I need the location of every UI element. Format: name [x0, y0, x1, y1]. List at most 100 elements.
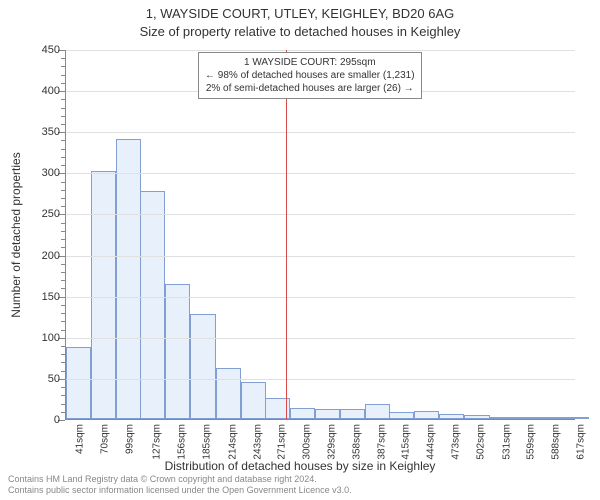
- y-tick-label: 150: [30, 291, 60, 303]
- x-tick-label: 444sqm: [426, 424, 437, 460]
- x-axis-label: Distribution of detached houses by size …: [0, 459, 600, 473]
- y-minor-tick: [61, 157, 65, 158]
- y-minor-tick: [61, 140, 65, 141]
- x-tick-label: 559sqm: [525, 424, 536, 460]
- bars-group: [66, 50, 575, 419]
- histogram-bar: [389, 412, 414, 419]
- y-tick-label: 200: [30, 250, 60, 262]
- histogram-bar: [490, 417, 515, 419]
- y-minor-tick: [61, 83, 65, 84]
- y-minor-tick: [61, 362, 65, 363]
- y-tick-label: 100: [30, 332, 60, 344]
- x-tick-label: 358sqm: [351, 424, 362, 460]
- gridline: [66, 50, 575, 51]
- y-minor-tick: [61, 239, 65, 240]
- reference-line-marker: [286, 50, 287, 419]
- y-minor-tick: [61, 182, 65, 183]
- y-minor-tick: [61, 66, 65, 67]
- chart-subtitle: Size of property relative to detached ho…: [0, 24, 600, 39]
- chart-title-address: 1, WAYSIDE COURT, UTLEY, KEIGHLEY, BD20 …: [0, 6, 600, 21]
- y-minor-tick: [61, 387, 65, 388]
- y-tick-label: 450: [30, 44, 60, 56]
- y-tick-label: 50: [30, 373, 60, 385]
- gridline: [66, 214, 575, 215]
- histogram-bar: [315, 409, 340, 419]
- histogram-bar: [216, 368, 241, 419]
- histogram-bar: [66, 347, 91, 419]
- x-tick-label: 502sqm: [476, 424, 487, 460]
- x-tick-label: 617sqm: [575, 424, 586, 460]
- y-minor-tick: [61, 412, 65, 413]
- histogram-bar: [91, 171, 116, 419]
- y-minor-tick: [61, 395, 65, 396]
- footer-attribution: Contains HM Land Registry data © Crown c…: [8, 474, 352, 496]
- y-minor-tick: [61, 206, 65, 207]
- histogram-bar: [241, 382, 266, 419]
- y-minor-tick: [61, 223, 65, 224]
- x-tick-label: 99sqm: [125, 424, 136, 454]
- histogram-bar: [514, 417, 539, 419]
- y-minor-tick: [61, 149, 65, 150]
- annotation-line1: 1 WAYSIDE COURT: 295sqm: [205, 56, 415, 69]
- y-minor-tick: [61, 198, 65, 199]
- x-tick-label: 156sqm: [177, 424, 188, 460]
- y-minor-tick: [61, 346, 65, 347]
- y-minor-tick: [61, 231, 65, 232]
- histogram-bar: [116, 139, 141, 419]
- y-minor-tick: [61, 99, 65, 100]
- x-tick-label: 329sqm: [326, 424, 337, 460]
- histogram-bar: [414, 411, 439, 419]
- histogram-bar: [140, 191, 165, 419]
- y-minor-tick: [61, 404, 65, 405]
- gridline: [66, 132, 575, 133]
- x-tick-label: 300sqm: [301, 424, 312, 460]
- y-minor-tick: [61, 371, 65, 372]
- x-tick-label: 271sqm: [276, 424, 287, 460]
- y-tick-label: 350: [30, 126, 60, 138]
- histogram-bar: [464, 415, 489, 419]
- histogram-bar: [439, 414, 464, 419]
- gridline: [66, 379, 575, 380]
- y-minor-tick: [61, 124, 65, 125]
- y-minor-tick: [61, 330, 65, 331]
- x-tick-label: 588sqm: [550, 424, 561, 460]
- annotation-line2: ← 98% of detached houses are smaller (1,…: [205, 69, 415, 82]
- x-tick-label: 41sqm: [75, 424, 86, 454]
- x-tick-label: 473sqm: [451, 424, 462, 460]
- y-minor-tick: [61, 305, 65, 306]
- y-minor-tick: [61, 108, 65, 109]
- gridline: [66, 256, 575, 257]
- x-tick-label: 214sqm: [227, 424, 238, 460]
- y-minor-tick: [61, 75, 65, 76]
- y-tick-label: 250: [30, 208, 60, 220]
- histogram-bar: [539, 417, 564, 419]
- y-minor-tick: [61, 264, 65, 265]
- histogram-bar: [340, 409, 365, 419]
- x-tick-label: 127sqm: [152, 424, 163, 460]
- footer-line2: Contains public sector information licen…: [8, 485, 352, 496]
- histogram-bar: [290, 408, 315, 419]
- y-minor-tick: [61, 190, 65, 191]
- y-minor-tick: [61, 288, 65, 289]
- y-tick-label: 0: [30, 414, 60, 426]
- y-minor-tick: [61, 280, 65, 281]
- y-minor-tick: [61, 58, 65, 59]
- y-minor-tick: [61, 321, 65, 322]
- gridline: [66, 338, 575, 339]
- annotation-line3: 2% of semi-detached houses are larger (2…: [205, 82, 415, 95]
- plot-area: 1 WAYSIDE COURT: 295sqm ← 98% of detache…: [65, 50, 575, 420]
- y-minor-tick: [61, 272, 65, 273]
- gridline: [66, 173, 575, 174]
- y-tick-label: 300: [30, 167, 60, 179]
- histogram-bar: [190, 314, 215, 419]
- x-tick-label: 415sqm: [401, 424, 412, 460]
- y-minor-tick: [61, 354, 65, 355]
- x-tick-label: 243sqm: [252, 424, 263, 460]
- histogram-bar: [165, 284, 190, 419]
- gridline: [66, 297, 575, 298]
- histogram-bar: [564, 417, 589, 419]
- x-tick-label: 531sqm: [501, 424, 512, 460]
- y-minor-tick: [61, 165, 65, 166]
- x-tick-label: 70sqm: [100, 424, 111, 454]
- y-minor-tick: [61, 313, 65, 314]
